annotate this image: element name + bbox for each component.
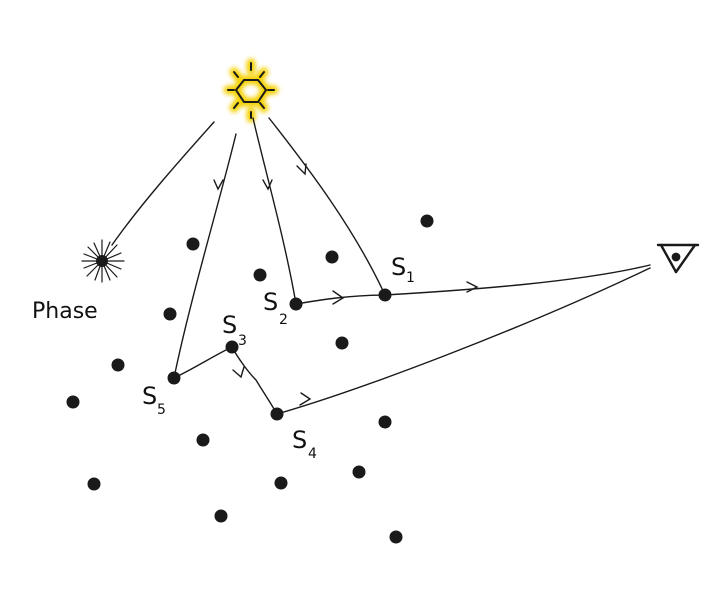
- arrowhead: [299, 392, 312, 406]
- particle: [111, 358, 125, 372]
- particle: [389, 530, 403, 544]
- sun-to-s5-ray: [173, 133, 237, 379]
- label-s5-letter: S: [142, 382, 157, 410]
- label-s2: S 2: [263, 288, 288, 328]
- label-s4-index: 4: [308, 446, 317, 462]
- arrowhead: [466, 281, 479, 293]
- s5-to-s3-ray: [173, 346, 233, 379]
- particle: [378, 415, 392, 429]
- particles: [66, 214, 434, 544]
- particle: [274, 476, 288, 490]
- particle: [253, 268, 267, 282]
- label-s3-index: 3: [238, 333, 247, 349]
- arrowhead: [232, 366, 245, 379]
- particle: [214, 509, 228, 523]
- arrowhead: [262, 179, 273, 191]
- particle: [186, 237, 200, 251]
- eye-icon: [656, 243, 700, 274]
- label-s3: S 3: [222, 311, 247, 349]
- sun-to-phase-ray: [111, 121, 215, 246]
- label-s2-index: 2: [279, 312, 288, 328]
- s1-to-eye-ray: [384, 264, 651, 296]
- particle: [66, 395, 80, 409]
- particle: [196, 433, 210, 447]
- phase-label: Phase: [32, 299, 98, 324]
- s2-to-s1-ray: [295, 294, 386, 305]
- scatter-event-s2: [289, 297, 303, 311]
- label-s3-letter: S: [222, 311, 237, 339]
- label-s1: S 1: [391, 253, 415, 286]
- scatter-events: [167, 288, 392, 421]
- particle: [325, 250, 339, 264]
- label-s4-letter: S: [292, 426, 307, 454]
- label-s5-index: 5: [157, 402, 166, 418]
- particle: [352, 465, 366, 479]
- arrowhead: [332, 290, 345, 305]
- label-s2-letter: S: [263, 288, 278, 316]
- particle: [163, 307, 177, 321]
- s4-to-eye-ray: [276, 267, 651, 415]
- scatter-event-s4: [270, 407, 284, 421]
- light-paths: [111, 117, 651, 415]
- arrowhead: [213, 179, 224, 191]
- particle: [335, 336, 349, 350]
- particle: [420, 214, 434, 228]
- label-s4: S 4: [292, 426, 317, 462]
- scatter-event-s5: [167, 371, 181, 385]
- label-s1-index: 1: [406, 270, 415, 286]
- phase-function-icon: [81, 239, 125, 283]
- scatter-event-s3: [225, 340, 239, 354]
- label-s5: S 5: [142, 382, 166, 418]
- label-s1-letter: S: [391, 253, 406, 281]
- particle: [87, 477, 101, 491]
- arrowheads: [213, 163, 479, 406]
- sun-to-s2-ray: [252, 117, 297, 305]
- s3-to-s4-ray: [231, 346, 278, 415]
- sun-to-s1-ray: [268, 117, 386, 296]
- sun-icon: [223, 58, 279, 123]
- arrowhead: [296, 163, 307, 176]
- scatter-event-s1: [378, 288, 392, 302]
